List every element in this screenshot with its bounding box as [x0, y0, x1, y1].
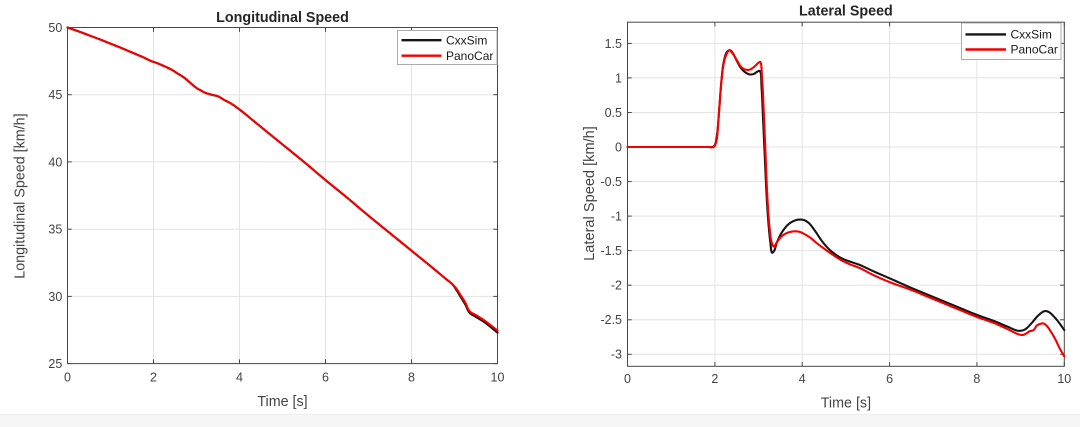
svg-text:45: 45: [48, 88, 62, 102]
svg-text:PanoCar: PanoCar: [1011, 43, 1058, 57]
svg-text:0: 0: [64, 371, 71, 385]
svg-text:CxxSim: CxxSim: [446, 33, 487, 47]
svg-text:0.5: 0.5: [605, 106, 622, 120]
svg-text:25: 25: [48, 357, 62, 371]
svg-text:4: 4: [799, 372, 806, 386]
svg-text:Lateral Speed [km/h]: Lateral Speed [km/h]: [582, 126, 598, 261]
svg-text:Lateral Speed: Lateral Speed: [799, 4, 893, 20]
svg-text:Longitudinal Speed [km/h]: Longitudinal Speed [km/h]: [13, 113, 29, 278]
svg-text:-2: -2: [611, 279, 622, 293]
svg-text:2: 2: [711, 372, 718, 386]
svg-text:-0.5: -0.5: [600, 175, 622, 189]
svg-text:Longitudinal Speed: Longitudinal Speed: [216, 10, 349, 26]
svg-text:6: 6: [886, 372, 893, 386]
svg-text:1: 1: [615, 71, 622, 85]
svg-text:CxxSim: CxxSim: [1011, 28, 1052, 42]
svg-text:8: 8: [973, 372, 980, 386]
svg-text:4: 4: [236, 371, 243, 385]
svg-text:-1.5: -1.5: [600, 244, 622, 258]
svg-text:35: 35: [48, 223, 62, 237]
svg-text:8: 8: [408, 371, 415, 385]
svg-text:PanoCar: PanoCar: [446, 49, 493, 63]
svg-text:50: 50: [48, 21, 62, 35]
svg-text:-1: -1: [611, 210, 622, 224]
svg-text:1.5: 1.5: [605, 37, 622, 51]
svg-text:6: 6: [322, 371, 329, 385]
svg-text:10: 10: [1057, 372, 1071, 386]
svg-text:0: 0: [624, 372, 631, 386]
svg-text:2: 2: [150, 371, 157, 385]
svg-text:Time [s]: Time [s]: [821, 396, 871, 412]
svg-text:Time [s]: Time [s]: [257, 394, 307, 410]
svg-text:-2.5: -2.5: [600, 313, 622, 327]
svg-text:10: 10: [491, 371, 505, 385]
svg-text:30: 30: [48, 290, 62, 304]
svg-text:0: 0: [615, 140, 622, 154]
svg-text:40: 40: [48, 155, 62, 169]
svg-text:-3: -3: [611, 348, 622, 362]
